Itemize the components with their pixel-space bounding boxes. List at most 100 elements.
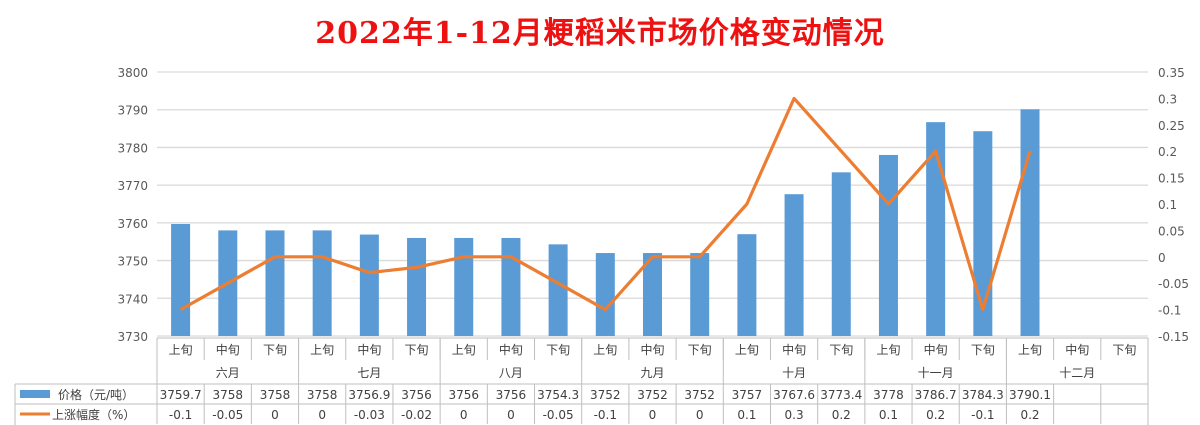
change-cell: 0 — [696, 408, 704, 422]
change-cell: -0.1 — [971, 408, 994, 422]
price-bar — [643, 253, 662, 336]
period-label: 下旬 — [829, 343, 853, 357]
change-cell: 0.3 — [785, 408, 804, 422]
change-cell: 0.2 — [1020, 408, 1039, 422]
period-label: 上旬 — [452, 343, 476, 357]
period-label: 上旬 — [169, 343, 193, 357]
change-line — [179, 96, 1032, 312]
period-label: 下旬 — [1112, 343, 1136, 357]
change-cell: 0 — [507, 408, 515, 422]
month-label: 九月 — [640, 366, 664, 380]
period-label: 下旬 — [263, 343, 287, 357]
price-bar — [454, 237, 474, 336]
right-axis-tick: 0.25 — [1158, 119, 1185, 133]
change-cell: -0.03 — [354, 408, 385, 422]
period-label: 上旬 — [735, 343, 759, 357]
price-cell: 3786.7 — [915, 388, 957, 402]
price-cell: 3757 — [732, 388, 763, 402]
price-cell: 3758 — [213, 388, 244, 402]
price-bar — [831, 172, 851, 336]
price-cell: 3767.6 — [773, 388, 815, 402]
left-axis-tick: 3790 — [117, 104, 148, 118]
change-cell: 0.2 — [926, 408, 945, 422]
chart-title: 2022年1-12月粳稻米市场价格变动情况 — [315, 16, 885, 51]
left-axis-tick: 3750 — [117, 255, 148, 269]
price-bar — [878, 154, 898, 336]
change-cell: -0.02 — [401, 408, 432, 422]
change-cell: 0 — [318, 408, 326, 422]
period-label: 上旬 — [876, 343, 900, 357]
change-cell: 0.1 — [879, 408, 898, 422]
price-bar — [1020, 109, 1040, 336]
right-axis-tick: 0.1 — [1158, 198, 1177, 212]
price-bar — [501, 237, 521, 336]
period-label: 下旬 — [405, 343, 429, 357]
right-axis-tick: -0.1 — [1158, 304, 1181, 318]
left-axis-tick: 3730 — [117, 330, 148, 344]
period-label: 中旬 — [357, 342, 381, 357]
period-label: 下旬 — [971, 343, 995, 357]
period-label: 上旬 — [593, 343, 617, 357]
price-cell: 3752 — [684, 388, 715, 402]
price-cell: 3759.7 — [160, 388, 202, 402]
change-cell: -0.1 — [594, 408, 617, 422]
price-cell: 3758 — [307, 388, 338, 402]
price-bar — [926, 122, 946, 336]
price-bar — [265, 230, 285, 336]
month-label: 十二月 — [1059, 366, 1095, 380]
right-axis-tick: 0.3 — [1158, 92, 1177, 106]
price-cell: 3778 — [873, 388, 904, 402]
price-bar — [312, 230, 332, 336]
right-axis-tick: -0.05 — [1158, 277, 1189, 291]
period-label: 上旬 — [310, 343, 334, 357]
month-label: 六月 — [216, 366, 240, 380]
left-axis-tick: 3770 — [117, 179, 148, 193]
change-cell: 0 — [649, 408, 657, 422]
left-axis-tick: 3740 — [117, 292, 148, 306]
change-cell: 0.2 — [832, 408, 851, 422]
change-cell: 0 — [460, 408, 468, 422]
price-bar — [359, 234, 379, 336]
right-axis-tick: 0.2 — [1158, 145, 1177, 159]
price-cell: 3784.3 — [962, 388, 1004, 402]
price-cell: 3756.9 — [348, 388, 390, 402]
price-bar — [784, 194, 804, 336]
price-bar — [407, 237, 427, 336]
period-label: 中旬 — [499, 342, 523, 357]
price-cell: 3752 — [590, 388, 621, 402]
period-label: 下旬 — [688, 343, 712, 357]
month-label: 七月 — [357, 366, 381, 380]
price-bar — [737, 234, 757, 336]
right-axis-tick: -0.15 — [1158, 330, 1189, 344]
left-axis-tick: 3780 — [117, 141, 148, 155]
period-label: 中旬 — [216, 342, 240, 357]
bar-legend-label: 价格（元/吨） — [58, 387, 134, 402]
price-bar — [548, 244, 568, 336]
left-axis-tick: 3760 — [117, 217, 148, 231]
price-bar — [973, 131, 993, 336]
right-axis-tick: 0.15 — [1158, 172, 1185, 186]
period-label: 下旬 — [546, 343, 570, 357]
change-cell: -0.1 — [169, 408, 192, 422]
right-axis-tick: 0 — [1158, 251, 1166, 265]
price-bar — [690, 253, 710, 336]
period-label: 中旬 — [782, 342, 806, 357]
month-label: 十一月 — [918, 366, 954, 380]
right-axis-tick: 0.35 — [1158, 66, 1185, 80]
price-cell: 3756 — [401, 388, 432, 402]
price-cell: 3790.1 — [1009, 388, 1051, 402]
change-cell: -0.05 — [543, 408, 574, 422]
price-cell: 3752 — [637, 388, 668, 402]
period-label: 中旬 — [640, 342, 664, 357]
price-cell: 3754.3 — [537, 388, 579, 402]
change-cell: 0 — [271, 408, 279, 422]
price-cell: 3756 — [448, 388, 479, 402]
change-cell: -0.05 — [212, 408, 243, 422]
month-label: 十月 — [782, 366, 806, 380]
price-cell: 3773.4 — [820, 388, 862, 402]
change-cell: 0.1 — [737, 408, 756, 422]
period-label: 中旬 — [1065, 342, 1089, 357]
price-cell: 3758 — [260, 388, 291, 402]
right-axis-tick: 0.05 — [1158, 224, 1185, 238]
